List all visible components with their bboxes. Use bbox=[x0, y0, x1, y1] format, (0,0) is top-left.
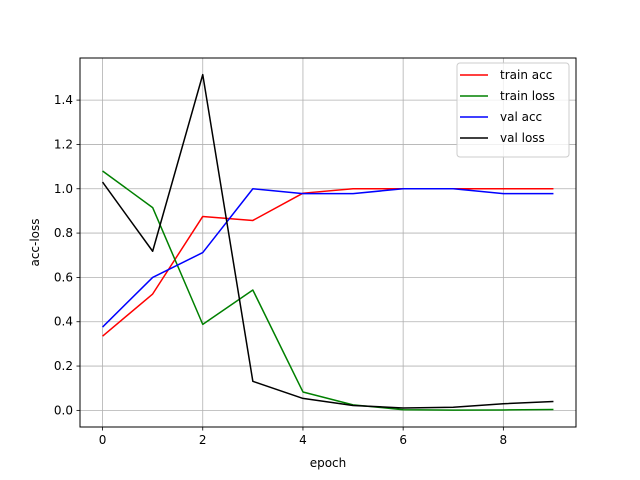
legend-label-val-loss: val loss bbox=[500, 131, 545, 145]
series-line-val-loss bbox=[101, 73, 554, 409]
y-axis-label: acc-loss bbox=[28, 218, 42, 266]
x-tick-label: 8 bbox=[500, 433, 508, 447]
series-lines bbox=[101, 73, 554, 411]
x-tick-label: 2 bbox=[199, 433, 207, 447]
ticks: 0 2 4 6 8 0.0 0.2 0.4 0.6 0.8 1.0 1.2 1.4 bbox=[54, 93, 507, 447]
legend-label-val-acc: val acc bbox=[500, 110, 542, 124]
series-line-train-acc bbox=[102, 188, 554, 337]
y-tick-label: 0.4 bbox=[54, 315, 73, 329]
legend-label-train-loss: train loss bbox=[500, 89, 555, 103]
legend-label-train-acc: train acc bbox=[500, 68, 552, 82]
x-axis-label: epoch bbox=[310, 456, 347, 470]
series-line-val-acc bbox=[102, 188, 554, 328]
plot-frame bbox=[79, 57, 577, 428]
y-tick-label: 0.0 bbox=[54, 403, 73, 417]
legend: train acc train loss val acc val loss bbox=[456, 62, 570, 158]
x-tick-label: 4 bbox=[299, 433, 307, 447]
y-tick-label: 0.2 bbox=[54, 359, 73, 373]
y-tick-label: 1.0 bbox=[54, 182, 73, 196]
legend-box bbox=[456, 62, 570, 158]
y-tick-label: 0.6 bbox=[54, 270, 73, 284]
series-line-train-loss bbox=[102, 170, 554, 411]
x-tick-label: 0 bbox=[99, 433, 107, 447]
x-tick-label: 6 bbox=[399, 433, 407, 447]
y-tick-label: 1.2 bbox=[54, 137, 73, 151]
y-tick-label: 1.4 bbox=[54, 93, 73, 107]
y-tick-label: 0.8 bbox=[54, 226, 73, 240]
